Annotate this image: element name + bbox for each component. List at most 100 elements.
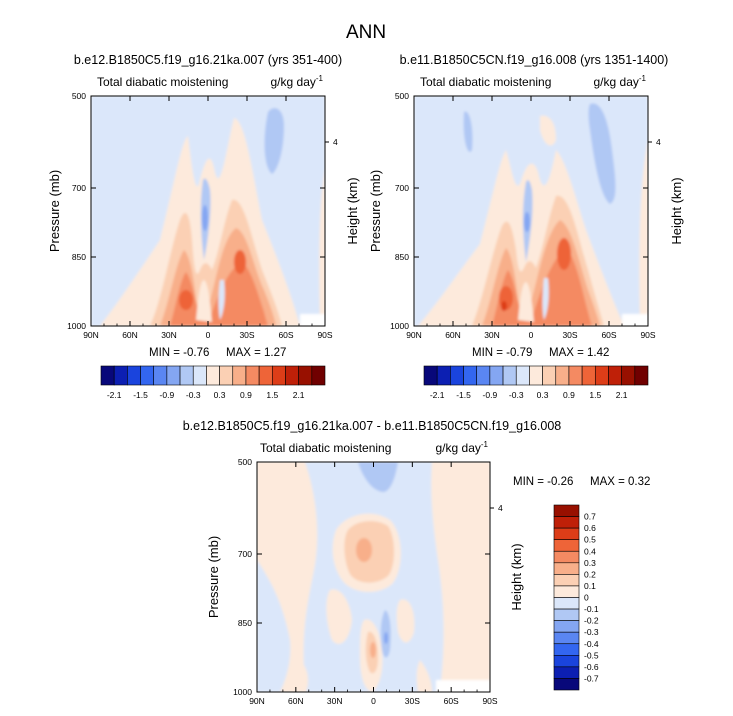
colorbar-swatch: [553, 655, 580, 668]
panel-1-min: MIN = -0.76: [149, 347, 209, 359]
colorbar-label: 1.5: [589, 390, 601, 400]
x-tick-label: 60N: [288, 696, 304, 706]
colorbar-label: 0: [584, 593, 589, 603]
colorbar-swatch: [553, 574, 580, 587]
colorbar-swatch: [634, 365, 649, 386]
x-tick-label: 90S: [482, 696, 497, 706]
panel-2-left-label: Total diabatic moistening: [420, 75, 551, 89]
colorbar-label: -0.2: [584, 616, 599, 626]
colorbar-swatch: [553, 631, 580, 645]
panel-2-contour-field: [414, 96, 648, 326]
colorbar-label: 0.5: [584, 535, 596, 545]
colorbar-swatch: [127, 365, 141, 386]
colorbar-swatch: [542, 365, 557, 386]
colorbar-swatch: [179, 365, 194, 386]
colorbar-swatch: [553, 678, 580, 691]
panel-2: b.e11.B1850C5CN.f19_g16.008 (yrs 1351-14…: [368, 53, 684, 400]
y-tick-label: 700: [238, 549, 252, 559]
x-tick-label: 0: [371, 696, 376, 706]
x-tick-label: 90N: [83, 330, 99, 340]
colorbar-label: 0.7: [584, 512, 596, 522]
colorbar-label: -0.4: [584, 639, 599, 649]
y-tick-label: 1000: [390, 321, 409, 331]
colorbar-label: 0.9: [563, 390, 575, 400]
colorbar-swatch: [594, 365, 609, 386]
colorbar-swatch: [245, 365, 260, 386]
colorbar-swatch: [258, 365, 273, 386]
x-tick-label: 30N: [484, 330, 500, 340]
x-tick-label: 60S: [601, 330, 616, 340]
colorbar-swatch: [608, 365, 622, 386]
colorbar-label: 0.3: [537, 390, 549, 400]
x-tick-label: 0: [206, 330, 211, 340]
x-tick-label: 30S: [239, 330, 254, 340]
colorbar-swatch: [553, 666, 580, 679]
colorbar-swatch: [463, 365, 478, 386]
panel-1-height-axis: 4: [325, 137, 338, 147]
colorbar-swatch: [553, 608, 580, 621]
x-tick-label: 30S: [405, 696, 420, 706]
panel-1-max: MAX = 1.27: [226, 347, 286, 359]
panel-1-units: g/kg day-1: [271, 74, 324, 89]
panel-3-ylabel-right: Height (km): [509, 543, 524, 610]
panel-1-contour-field: [91, 96, 325, 326]
panel-2-colorbar: -2.1 -1.5 -0.9 -0.3 0.3 0.9 1.5 2.1: [423, 365, 649, 400]
colorbar-swatch: [553, 539, 580, 552]
colorbar-swatch: [553, 597, 580, 610]
colorbar-swatch: [553, 550, 580, 564]
colorbar-swatch: [311, 365, 326, 386]
colorbar-label: 0.9: [240, 390, 252, 400]
x-tick-label: 90N: [249, 696, 265, 706]
colorbar-label: 1.5: [266, 390, 278, 400]
panel-2-min: MIN = -0.79: [472, 347, 532, 359]
colorbar-swatch: [166, 365, 181, 386]
x-tick-label: 30N: [161, 330, 177, 340]
panel-2-title: b.e11.B1850C5CN.f19_g16.008 (yrs 1351-14…: [400, 53, 669, 67]
colorbar-label: 2.1: [616, 390, 628, 400]
colorbar-swatch: [553, 585, 580, 598]
y-tick-label: 500: [395, 91, 409, 101]
colorbar-swatch: [553, 504, 580, 517]
colorbar-swatch: [423, 365, 438, 386]
colorbar-label: 0.6: [584, 523, 596, 533]
colorbar-label: -0.5: [584, 650, 599, 660]
panel-2-units: g/kg day-1: [594, 74, 647, 89]
panel-1: b.e12.B1850C5.f19_g16.21ka.007 (yrs 351-…: [47, 53, 360, 400]
colorbar-label: 0.1: [584, 581, 596, 591]
colorbar-label: -0.3: [584, 627, 599, 637]
colorbar-swatch: [285, 365, 299, 386]
colorbar-swatch: [476, 365, 491, 386]
colorbar-label: -0.3: [509, 390, 524, 400]
colorbar-label: 0.3: [584, 558, 596, 568]
colorbar-swatch: [555, 365, 570, 386]
colorbar-label: 0.4: [584, 546, 596, 556]
y-tick-label: 700: [72, 183, 86, 193]
x-tick-label: 30N: [327, 696, 343, 706]
colorbar-swatch: [100, 365, 115, 386]
panel-3-colorbar: 0.70.60.50.40.30.20.10-0.1-0.2-0.3-0.4-0…: [553, 504, 599, 691]
colorbar-label: 0.3: [214, 390, 226, 400]
panel-3-min: MIN = -0.26: [513, 476, 573, 488]
colorbar-label: -2.1: [107, 390, 122, 400]
colorbar-swatch: [581, 365, 596, 386]
x-tick-label: 0: [529, 330, 534, 340]
y-tick-label: 850: [395, 252, 409, 262]
colorbar-label: -0.6: [584, 662, 599, 672]
panel-1-left-label: Total diabatic moistening: [97, 75, 228, 89]
y-tick-label: 1000: [67, 321, 86, 331]
colorbar-label: -0.1: [584, 604, 599, 614]
colorbar-swatch: [502, 365, 517, 386]
height-tick-label: 4: [656, 137, 661, 147]
x-tick-label: 60S: [444, 696, 459, 706]
colorbar-swatch: [529, 365, 543, 386]
colorbar-swatch: [219, 365, 234, 386]
colorbar-label: -1.5: [133, 390, 148, 400]
colorbar-label: -0.3: [186, 390, 201, 400]
panel-3-x-axis: 90N 60N 30N 0 30S 60S 90S: [249, 462, 498, 706]
panel-2-ylabel-right: Height (km): [669, 177, 684, 244]
colorbar-swatch: [450, 365, 464, 386]
colorbar-swatch: [553, 562, 580, 575]
y-tick-label: 500: [238, 457, 252, 467]
panel-1-y-axis: 500 700 850 1000: [67, 91, 325, 331]
